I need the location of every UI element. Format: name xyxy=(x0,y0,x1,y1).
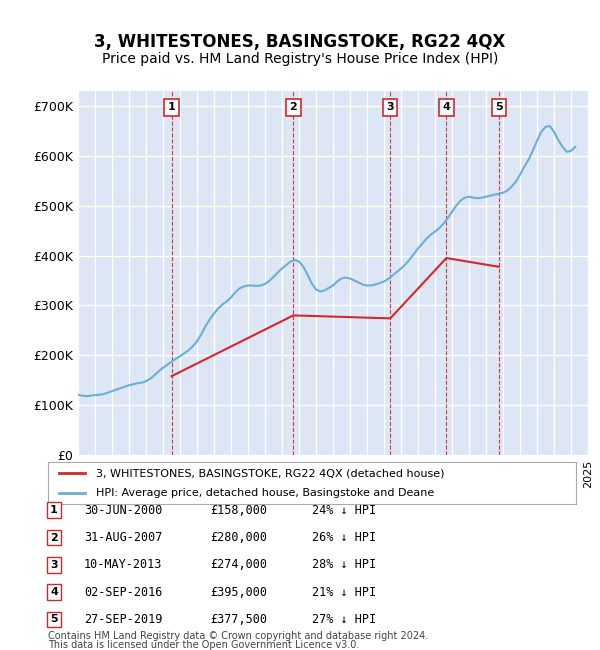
Text: 5: 5 xyxy=(50,614,58,625)
Text: 1: 1 xyxy=(50,505,58,515)
Text: 3, WHITESTONES, BASINGSTOKE, RG22 4QX: 3, WHITESTONES, BASINGSTOKE, RG22 4QX xyxy=(94,33,506,51)
Text: 5: 5 xyxy=(495,103,503,112)
Text: 3: 3 xyxy=(386,103,394,112)
Text: 27-SEP-2019: 27-SEP-2019 xyxy=(84,613,163,626)
Text: £377,500: £377,500 xyxy=(210,613,267,626)
Text: 27% ↓ HPI: 27% ↓ HPI xyxy=(312,613,376,626)
Text: 31-AUG-2007: 31-AUG-2007 xyxy=(84,531,163,544)
Text: 21% ↓ HPI: 21% ↓ HPI xyxy=(312,586,376,599)
Text: 10-MAY-2013: 10-MAY-2013 xyxy=(84,558,163,571)
Text: Contains HM Land Registry data © Crown copyright and database right 2024.: Contains HM Land Registry data © Crown c… xyxy=(48,630,428,641)
Text: Price paid vs. HM Land Registry's House Price Index (HPI): Price paid vs. HM Land Registry's House … xyxy=(102,51,498,66)
Text: 2: 2 xyxy=(290,103,297,112)
Text: 24% ↓ HPI: 24% ↓ HPI xyxy=(312,504,376,517)
Text: 4: 4 xyxy=(50,587,58,597)
Text: 26% ↓ HPI: 26% ↓ HPI xyxy=(312,531,376,544)
Text: 1: 1 xyxy=(167,103,175,112)
Text: 3: 3 xyxy=(50,560,58,570)
Text: 28% ↓ HPI: 28% ↓ HPI xyxy=(312,558,376,571)
Text: 2: 2 xyxy=(50,532,58,543)
Text: £395,000: £395,000 xyxy=(210,586,267,599)
Text: 02-SEP-2016: 02-SEP-2016 xyxy=(84,586,163,599)
Text: £274,000: £274,000 xyxy=(210,558,267,571)
Text: 30-JUN-2000: 30-JUN-2000 xyxy=(84,504,163,517)
Text: £280,000: £280,000 xyxy=(210,531,267,544)
Text: 4: 4 xyxy=(442,103,451,112)
Text: £158,000: £158,000 xyxy=(210,504,267,517)
Text: 3, WHITESTONES, BASINGSTOKE, RG22 4QX (detached house): 3, WHITESTONES, BASINGSTOKE, RG22 4QX (d… xyxy=(95,469,444,478)
Text: HPI: Average price, detached house, Basingstoke and Deane: HPI: Average price, detached house, Basi… xyxy=(95,488,434,498)
Text: This data is licensed under the Open Government Licence v3.0.: This data is licensed under the Open Gov… xyxy=(48,640,359,650)
